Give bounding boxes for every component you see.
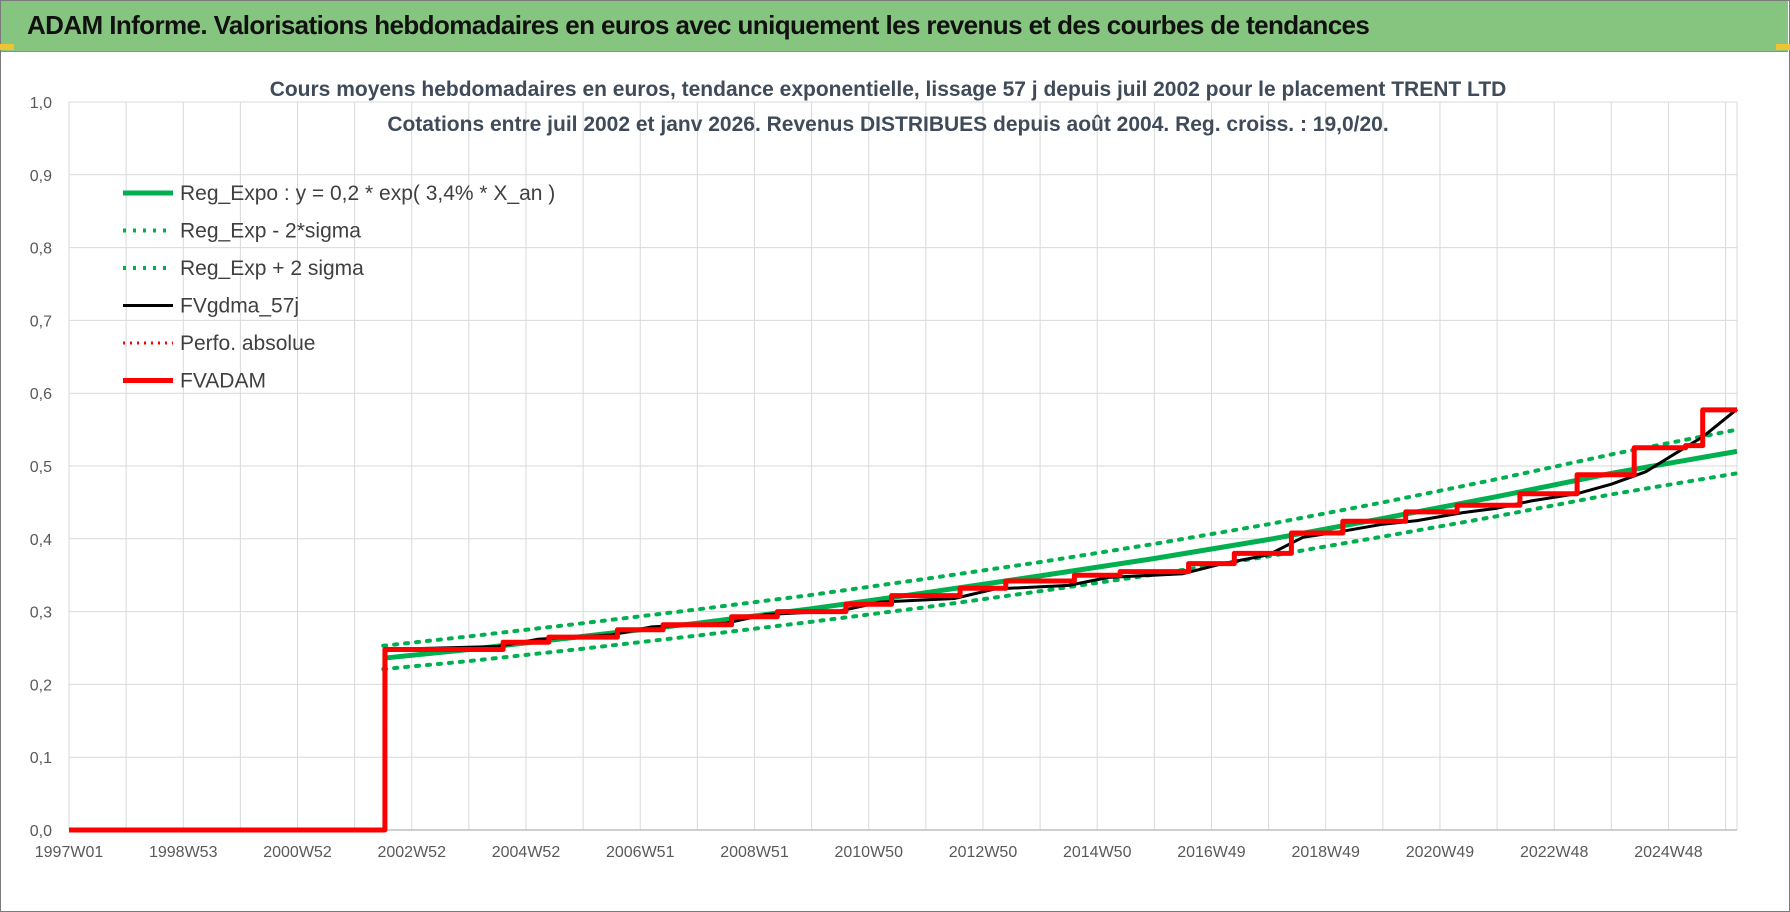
page-title: ADAM Informe. Valorisations hebdomadaire… — [27, 10, 1370, 40]
y-tick-label: 0,5 — [30, 459, 52, 476]
series-line — [381, 427, 1739, 648]
x-tick-label: 2004W52 — [492, 844, 561, 861]
y-tick-label: 0,1 — [30, 750, 52, 767]
x-tick-label: 2014W50 — [1063, 844, 1132, 861]
x-tick-label: 2024W48 — [1634, 844, 1703, 861]
legend-label: FVgdma_57j — [180, 295, 299, 318]
legend-label: FVADAM — [180, 370, 266, 393]
legend: Reg_Expo : y = 0,2 * exp( 3,4% * X_an ) R… — [123, 182, 555, 393]
series-line — [69, 408, 1738, 832]
y-tick-label: 1,0 — [30, 95, 52, 112]
corner-marker-left — [0, 44, 14, 50]
plot-series — [69, 407, 1739, 833]
series-line — [381, 471, 1739, 672]
x-tick-label: 1997W01 — [35, 844, 104, 861]
y-tick-label: 0,6 — [30, 386, 52, 403]
x-tick-label: 2010W50 — [834, 844, 903, 861]
y-tick-label: 0,2 — [30, 677, 52, 694]
x-tick-label: 2012W50 — [949, 844, 1018, 861]
x-axis: 1997W01 1998W53 2000W52 2002W52 2004W52 2006W… — [35, 844, 1703, 861]
x-tick-label: 2006W51 — [606, 844, 675, 861]
grid — [68, 101, 1738, 831]
y-tick-label: 0,7 — [30, 313, 52, 330]
chart-title: Cours moyens hebdomadaires en euros, ten… — [270, 78, 1507, 101]
legend-label: Reg_Exp - 2*sigma — [180, 220, 361, 243]
header-banner: ADAM Informe. Valorisations hebdomadaire… — [1, 1, 1788, 52]
y-tick-label: 0,9 — [30, 168, 52, 185]
x-tick-label: 2002W52 — [377, 844, 446, 861]
legend-label: Reg_Expo : y = 0,2 * exp( 3,4% * X_an ) — [180, 182, 555, 205]
chart-subtitle: Cotations entre juil 2002 et janv 2026. … — [387, 113, 1388, 136]
x-tick-label: 2018W49 — [1291, 844, 1360, 861]
series-line — [69, 407, 1737, 833]
y-tick-label: 0,4 — [30, 532, 52, 549]
y-axis: 0,0 0,1 0,2 0,3 0,4 0,5 0,6 0,7 0,8 0,9 1,0 — [30, 95, 52, 840]
y-tick-label: 0,0 — [30, 823, 52, 840]
legend-label: Perfo. absolue — [180, 332, 315, 355]
legend-label: Reg_Exp + 2 sigma — [180, 257, 364, 280]
y-tick-label: 0,3 — [30, 605, 52, 622]
x-tick-label: 2020W49 — [1406, 844, 1475, 861]
series-line — [382, 448, 1738, 661]
x-tick-label: 1998W53 — [149, 844, 218, 861]
y-tick-label: 0,8 — [30, 241, 52, 258]
x-tick-label: 2000W52 — [263, 844, 332, 861]
corner-marker-right — [1776, 44, 1790, 50]
x-tick-label: 2022W48 — [1520, 844, 1589, 861]
x-tick-label: 2008W51 — [720, 844, 789, 861]
x-tick-label: 2016W49 — [1177, 844, 1246, 861]
